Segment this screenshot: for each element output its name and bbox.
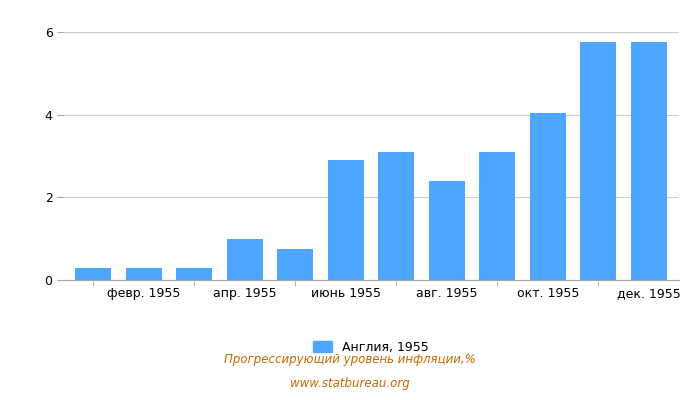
Bar (227, 239, 263, 280)
Bar (631, 42, 667, 280)
Text: www.statbureau.org: www.statbureau.org (290, 378, 410, 390)
Bar (277, 249, 314, 280)
Bar (580, 42, 617, 280)
Bar (125, 268, 162, 280)
Bar (479, 152, 515, 280)
Legend: Англия, 1955: Англия, 1955 (314, 341, 428, 354)
Text: Прогрессирующий уровень инфляции,%: Прогрессирующий уровень инфляции,% (224, 354, 476, 366)
Bar (328, 160, 364, 280)
Bar (378, 152, 414, 280)
Bar (176, 268, 213, 280)
Bar (75, 268, 111, 280)
Bar (428, 181, 465, 280)
Bar (529, 113, 566, 280)
